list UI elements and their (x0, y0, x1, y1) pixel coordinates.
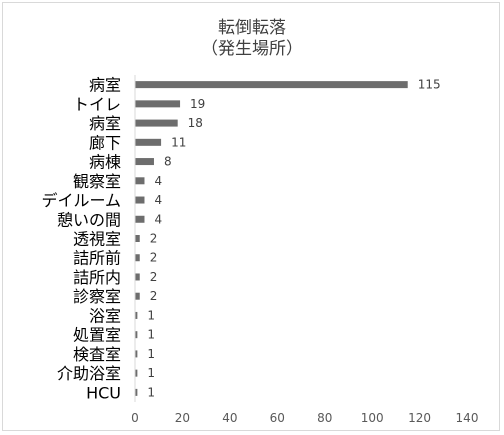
category-label-12: 浴室 (89, 306, 121, 325)
data-label-9: 2 (150, 251, 158, 265)
data-label-14: 1 (147, 347, 155, 361)
bar-1 (135, 100, 181, 108)
category-label-13: 処置室 (73, 326, 121, 345)
x-tick-5: 100 (361, 411, 384, 425)
data-label-10: 2 (150, 270, 158, 284)
category-label-14: 検査室 (73, 345, 121, 364)
data-label-0: 115 (418, 78, 441, 92)
bar-15 (135, 369, 138, 377)
bar-6 (135, 196, 145, 204)
bar-11 (135, 292, 140, 300)
category-label-6: デイルーム (41, 191, 121, 210)
bar-7 (135, 215, 145, 223)
category-label-10: 詰所内 (73, 268, 121, 287)
category-label-11: 診察室 (73, 287, 121, 306)
data-label-4: 8 (164, 155, 172, 169)
chart-title: 転倒転落 (218, 18, 286, 38)
x-tick-labels: 0 20 40 60 80 100 120 140 (131, 411, 478, 425)
category-label-8: 透視室 (73, 230, 121, 249)
x-tick-2: 40 (222, 411, 237, 425)
category-label-1: トイレ (73, 95, 121, 114)
category-label-3: 廊下 (89, 133, 121, 152)
bar-0 (135, 81, 408, 89)
category-label-5: 観察室 (73, 172, 121, 191)
data-label-1: 19 (190, 97, 205, 111)
data-label-8: 2 (150, 232, 158, 246)
bar-13 (135, 331, 138, 339)
data-label-15: 1 (147, 366, 155, 380)
chart-frame (2, 2, 500, 431)
bar-8 (135, 235, 140, 242)
data-label-3: 11 (171, 135, 186, 149)
data-label-6: 4 (154, 193, 162, 207)
category-label-4: 病棟 (89, 153, 121, 172)
bar-10 (135, 273, 140, 281)
data-label-7: 4 (154, 212, 162, 226)
bar-3 (135, 138, 162, 146)
category-label-7: 憩いの間 (57, 210, 121, 229)
category-label-9: 詰所前 (73, 249, 121, 268)
x-tick-3: 60 (270, 411, 285, 425)
category-label-2: 病室 (89, 114, 121, 133)
category-label-16: HCU (86, 383, 121, 402)
bar-14 (135, 350, 138, 358)
data-label-2: 18 (188, 116, 203, 130)
bar-4 (135, 158, 154, 166)
data-label-11: 2 (150, 289, 158, 303)
x-tick-7: 140 (456, 411, 479, 425)
bar-5 (135, 177, 145, 185)
data-label-13: 1 (147, 328, 155, 342)
bar-9 (135, 254, 140, 262)
category-label-15: 介助浴室 (57, 364, 121, 383)
bar-2 (135, 119, 178, 127)
bar-12 (135, 311, 138, 319)
category-labels: 病室トイレ病室廊下病棟観察室デイルーム憩いの間透視室詰所前詰所内診察室浴室処置室… (41, 76, 121, 403)
x-tick-6: 120 (408, 411, 431, 425)
data-label-12: 1 (147, 308, 155, 322)
x-tick-1: 20 (175, 411, 190, 425)
data-label-5: 4 (154, 174, 162, 188)
bars-group (135, 81, 408, 396)
x-tick-0: 0 (131, 411, 139, 425)
data-label-16: 1 (147, 385, 155, 399)
chart-subtitle: （発生場所） (201, 39, 303, 59)
x-tick-4: 80 (317, 411, 332, 425)
bar-16 (135, 388, 138, 396)
category-label-0: 病室 (89, 76, 121, 95)
